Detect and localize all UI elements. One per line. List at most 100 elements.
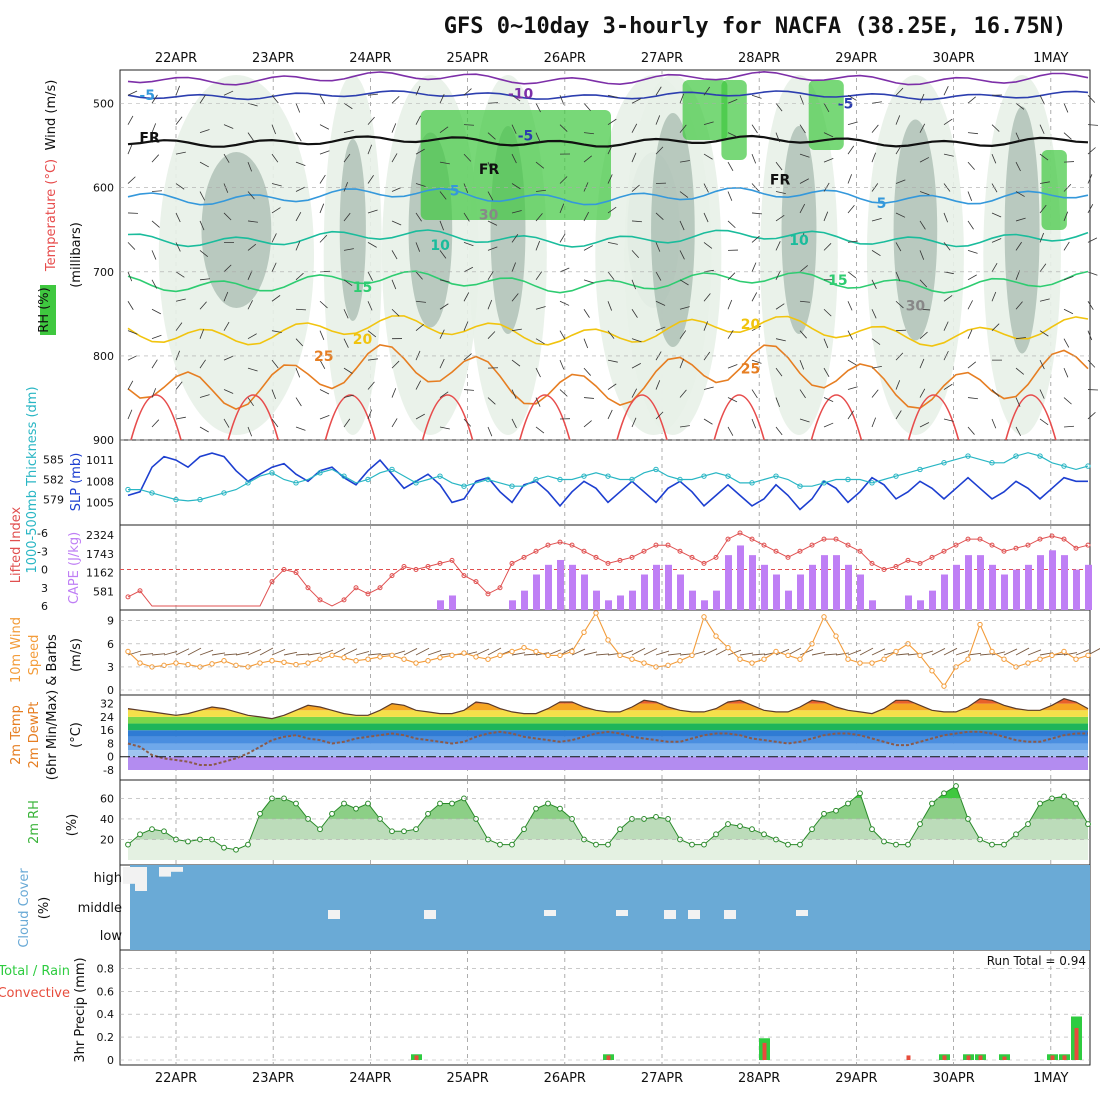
date-label-top: 26APR (544, 51, 586, 66)
wind10-tick: 9 (107, 615, 114, 628)
wind-barb (271, 124, 277, 135)
li-point (497, 585, 503, 591)
wind-barb (823, 211, 829, 222)
wind-barb (655, 146, 664, 155)
wind-barb (871, 279, 877, 289)
temp-contour-30 (713, 394, 765, 441)
thickness-point (773, 473, 779, 479)
wind-barb (559, 389, 568, 397)
cloud-mid-bar (724, 910, 736, 919)
wind-barb (271, 295, 281, 302)
wind-barb (871, 152, 877, 163)
temp-band (128, 716, 1088, 724)
wind-barb (223, 90, 234, 96)
li-point (785, 554, 791, 560)
li-point (833, 536, 839, 542)
wind10-point (137, 660, 143, 666)
wind-barb (823, 308, 832, 317)
thickness-point (845, 476, 851, 483)
wind-barb (559, 330, 566, 340)
li-point (917, 560, 923, 566)
rh2m-point (749, 826, 755, 833)
wind-barb (511, 418, 517, 429)
wind-barb (751, 124, 758, 134)
wind-barb (751, 94, 762, 99)
cape-tick: 1162 (86, 567, 114, 580)
thickness-point (965, 453, 971, 459)
rh2m-point (689, 841, 695, 848)
wind10-barb (151, 653, 166, 656)
wind-barb (823, 397, 834, 402)
wind10-point (857, 660, 863, 666)
wind10-barb (835, 652, 850, 656)
wind-barb (871, 250, 881, 257)
wind-barb (607, 241, 618, 245)
contour-label: 5 (450, 183, 460, 199)
wind-barb (655, 271, 662, 281)
wind-barb (751, 359, 762, 364)
wind-barb (1015, 191, 1025, 197)
wind10-barb (475, 648, 490, 656)
wind-barb (631, 309, 638, 318)
pressure-tick: 600 (93, 182, 114, 195)
wind-barb (847, 330, 853, 340)
wind-barb (655, 212, 664, 221)
wind10-point (1085, 652, 1091, 659)
precip-conv-bar (414, 1055, 419, 1060)
wind10-barb (871, 648, 886, 656)
thickness-point (1061, 463, 1067, 469)
wind-barb (463, 418, 472, 427)
wind-barb (727, 191, 733, 201)
thickness-point (197, 496, 203, 503)
wind-barb (847, 94, 857, 101)
pressure-tick: 500 (93, 98, 114, 111)
wind10-point (221, 658, 227, 664)
wind-barb (295, 272, 304, 281)
rh2m-point (545, 800, 551, 807)
wind-barb (967, 220, 974, 230)
li-point (701, 560, 707, 566)
label-temperature: Temperature (°C) (44, 159, 59, 272)
temp-band (128, 750, 1088, 757)
wind-barb (511, 359, 521, 367)
rh2m-point (989, 841, 995, 848)
wind-barb (871, 366, 882, 369)
date-label-top: 24APR (349, 51, 391, 66)
wind-barb (415, 183, 426, 187)
cape-bar (689, 590, 696, 610)
wind-barb (367, 116, 375, 125)
wind-barb (247, 426, 253, 437)
li-point (485, 591, 491, 597)
wind-barb (655, 380, 661, 390)
wind10-barb (667, 653, 682, 656)
wind-barb (487, 299, 493, 310)
wind-barb (175, 416, 186, 420)
label-temp2m-2: 2m DewPt (27, 702, 42, 769)
rh2m-point (185, 838, 191, 845)
wind-barb (631, 388, 638, 398)
wind10-barb (139, 653, 154, 656)
thickness-point (173, 496, 179, 503)
wind-barb (367, 301, 373, 311)
contour-label: 15 (353, 280, 372, 296)
wind-barb (511, 210, 522, 214)
wind10-barb (403, 648, 418, 656)
wind-barb (415, 324, 424, 331)
li-point (365, 591, 371, 597)
wind10-point (365, 656, 371, 662)
wind-barb (583, 338, 589, 349)
temp-contour (127, 344, 1089, 410)
precip-conv-bar (978, 1055, 983, 1060)
thickness-point (941, 460, 947, 466)
chart-title: GFS 0~10day 3-hourly for NACFA (38.25E, … (444, 14, 1067, 39)
wind-barb (415, 380, 422, 390)
wind-barb (967, 191, 973, 201)
wind10-point (557, 652, 563, 659)
wind10-point (173, 660, 179, 666)
wind-barb (799, 178, 809, 184)
wind-barb (967, 274, 977, 281)
precip-conv-bar (1002, 1056, 1007, 1060)
label-rh2m-unit: (%) (65, 814, 80, 837)
rh2m-point (953, 783, 959, 789)
label-wind: Wind (m/s) (44, 80, 59, 151)
